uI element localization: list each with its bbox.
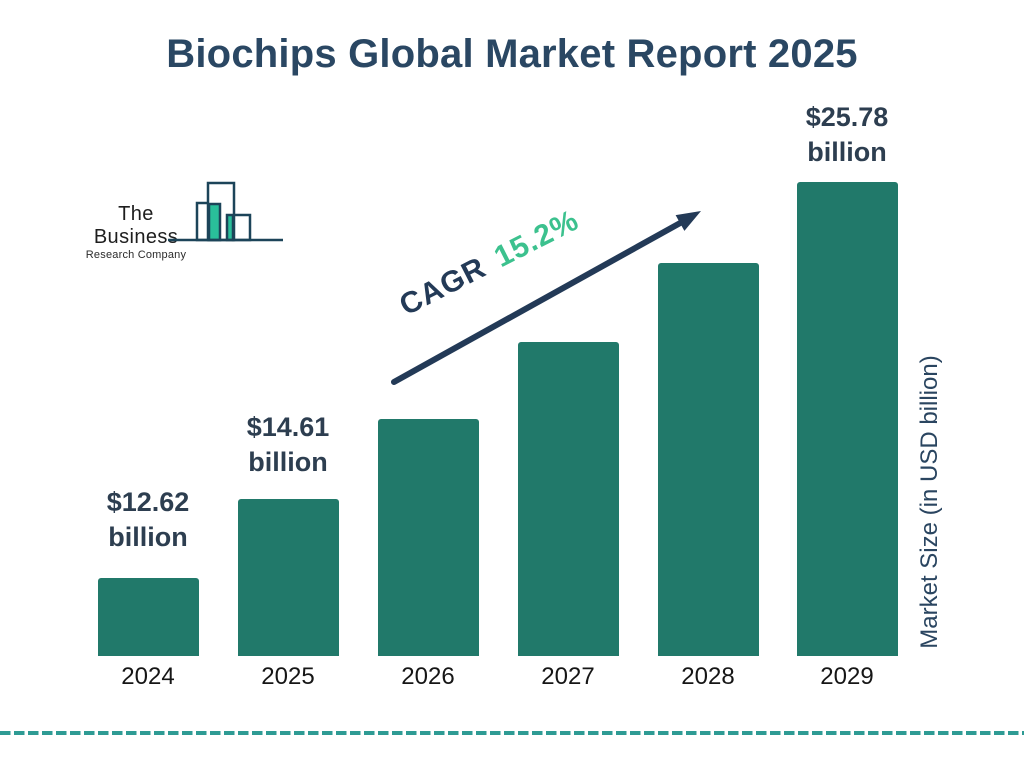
value-unit: billion xyxy=(248,447,328,477)
logo-text: The Business Research Company xyxy=(74,203,198,261)
bottom-divider-line xyxy=(0,731,1024,735)
company-logo: The Business Research Company xyxy=(74,170,294,261)
value-label-2024: $12.62 billion xyxy=(58,485,238,555)
x-label-2024: 2024 xyxy=(121,663,175,690)
value-unit: billion xyxy=(807,137,887,167)
bar-2027 xyxy=(517,342,619,656)
value-amount: $14.61 xyxy=(246,412,330,442)
bar-2028 xyxy=(657,263,759,656)
bar-2029 xyxy=(796,182,898,656)
value-label-2029: $25.78 billion xyxy=(757,100,937,170)
logo-subname: Research Company xyxy=(85,249,187,261)
bar-2024 xyxy=(97,578,199,656)
value-unit: billion xyxy=(108,522,188,552)
y-axis-label: Market Size (in USD billion) xyxy=(916,355,943,649)
bar-chart-logo-icon xyxy=(168,181,283,242)
value-label-2025: $14.61 billion xyxy=(198,410,378,480)
x-label-2029: 2029 xyxy=(820,663,874,690)
chart-title: Biochips Global Market Report 2025 xyxy=(166,32,858,76)
bar-2025 xyxy=(237,499,339,656)
value-amount: $25.78 xyxy=(805,102,889,132)
logo-name: The Business xyxy=(93,203,179,248)
x-label-2026: 2026 xyxy=(401,663,455,690)
value-amount: $12.62 xyxy=(106,487,190,517)
x-label-2028: 2028 xyxy=(681,663,735,690)
x-label-2027: 2027 xyxy=(541,663,595,690)
bar-2026 xyxy=(377,419,479,656)
x-label-2025: 2025 xyxy=(261,663,315,690)
